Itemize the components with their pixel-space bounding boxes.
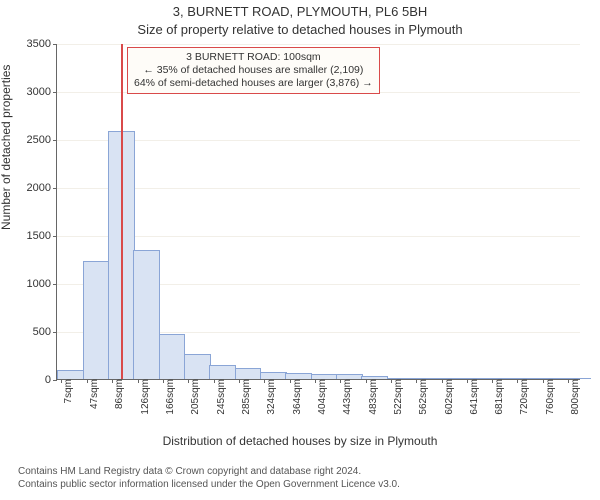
histogram-bar [57,370,84,379]
y-axis-label: Number of detached properties [0,65,13,230]
x-tick-label: 522sqm [389,379,404,415]
x-tick-label: 483sqm [364,379,379,415]
histogram-bar [209,365,236,379]
chart-container: 3, BURNETT ROAD, PLYMOUTH, PL6 5BH Size … [0,0,600,500]
y-tick-label: 3500 [27,38,57,50]
annotation-line-1: 3 BURNETT ROAD: 100sqm [134,51,373,64]
gridline [57,236,580,237]
histogram-bar [159,334,186,379]
gridline [57,188,580,189]
x-tick-label: 562sqm [414,379,429,415]
annotation-line-2: ← 35% of detached houses are smaller (2,… [134,64,373,77]
x-tick-label: 443sqm [338,379,353,415]
x-tick-label: 126sqm [136,379,151,415]
x-tick-label: 205sqm [186,379,201,415]
footer-line-1: Contains HM Land Registry data © Crown c… [18,466,400,479]
x-tick-label: 7sqm [59,379,74,403]
annotation-line-3: 64% of semi-detached houses are larger (… [134,77,373,90]
y-tick-label: 3000 [27,86,57,98]
x-tick-label: 245sqm [212,379,227,415]
histogram-bar [133,250,160,379]
x-tick-label: 720sqm [515,379,530,415]
x-tick-label: 285sqm [237,379,252,415]
x-tick-label: 760sqm [541,379,556,415]
page-title: 3, BURNETT ROAD, PLYMOUTH, PL6 5BH [0,4,600,19]
histogram-bar [235,368,262,379]
annotation-box: 3 BURNETT ROAD: 100sqm ← 35% of detached… [127,47,380,94]
y-tick-label: 1500 [27,230,57,242]
x-tick-label: 641sqm [465,379,480,415]
x-tick-label: 800sqm [566,379,581,415]
y-tick-label: 1000 [27,278,57,290]
y-tick-label: 2500 [27,134,57,146]
y-tick-label: 0 [45,374,57,386]
gridline [57,44,580,45]
x-tick-label: 364sqm [288,379,303,415]
x-tick-label: 681sqm [490,379,505,415]
footer: Contains HM Land Registry data © Crown c… [18,466,400,491]
x-tick-label: 602sqm [440,379,455,415]
x-tick-label: 404sqm [313,379,328,415]
x-tick-label: 324sqm [262,379,277,415]
x-axis-label: Distribution of detached houses by size … [0,434,600,448]
page-subtitle: Size of property relative to detached ho… [0,22,600,37]
footer-line-2: Contains public sector information licen… [18,479,400,492]
histogram-bar [184,354,211,379]
marker-line [121,44,123,379]
histogram-bar [83,261,110,379]
y-tick-label: 500 [33,326,57,338]
histogram-bar [260,372,287,379]
x-tick-label: 86sqm [110,379,125,409]
plot-area: 0500100015002000250030003500 3 BURNETT R… [56,44,580,380]
y-tick-label: 2000 [27,182,57,194]
gridline [57,140,580,141]
x-tick-label: 47sqm [85,379,100,409]
x-tick-label: 166sqm [161,379,176,415]
